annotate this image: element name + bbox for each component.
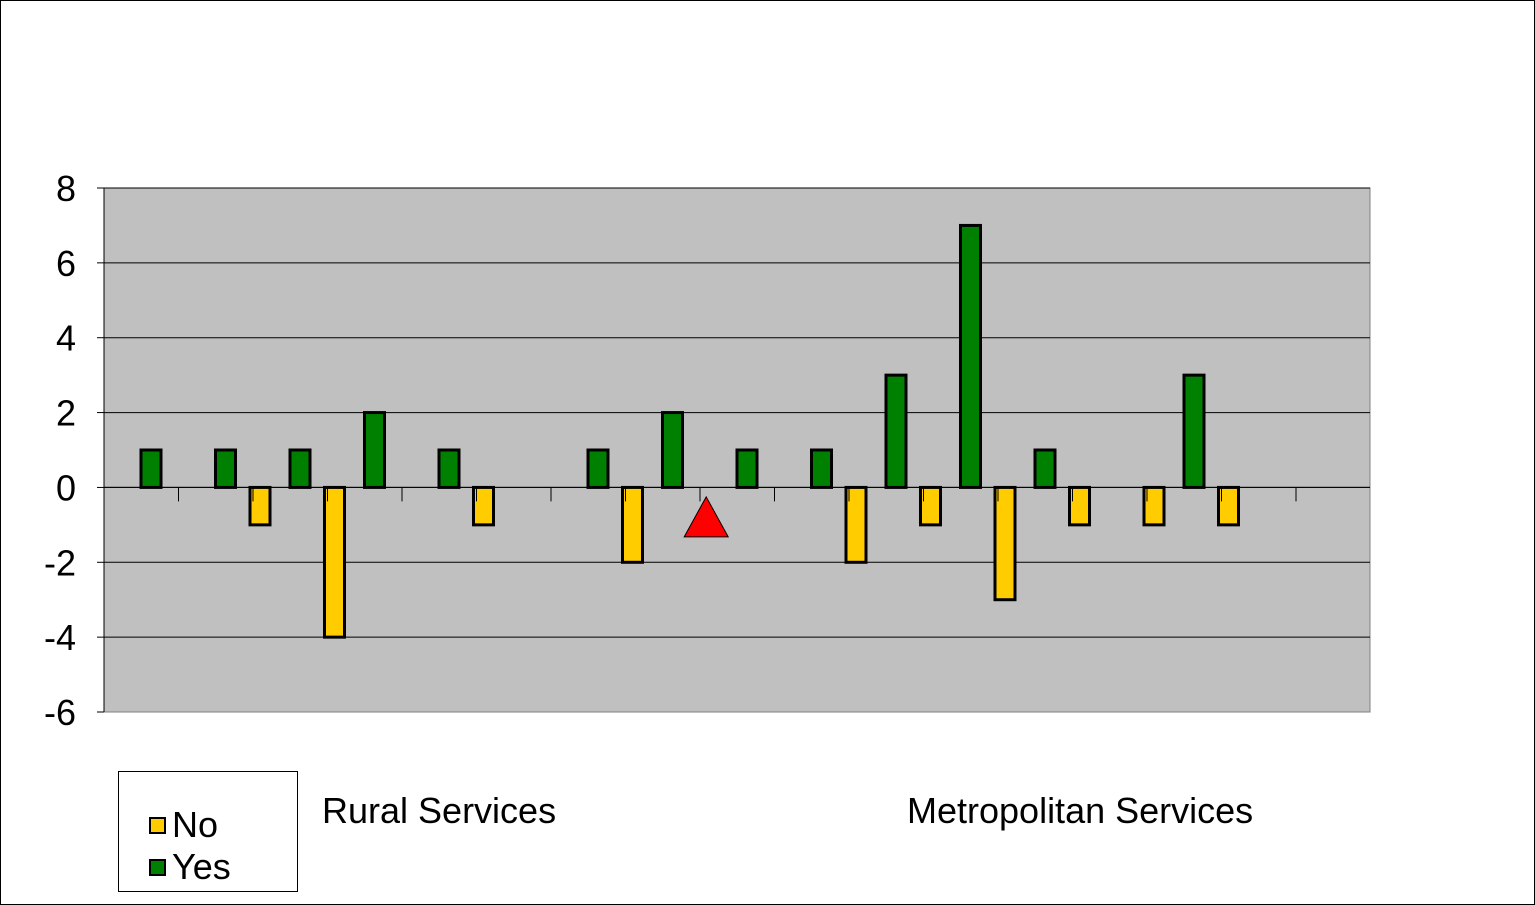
legend-swatch-no — [149, 817, 166, 834]
bar-yes — [661, 411, 684, 489]
bar-yes — [437, 448, 461, 489]
y-tick-label: 6 — [56, 243, 76, 284]
bar-yes — [363, 411, 386, 489]
axes — [97, 187, 1370, 713]
legend-label-yes: Yes — [172, 846, 231, 887]
bar-yes — [735, 448, 759, 489]
y-tick-labels: 8 6 4 2 0 -2 -4 -6 — [44, 168, 76, 733]
y-tick-label: 4 — [56, 318, 76, 359]
bar-no — [323, 485, 346, 639]
group-label-rural: Rural Services — [322, 790, 557, 831]
legend-swatch-yes — [149, 859, 166, 876]
bar-no — [993, 485, 1017, 602]
y-tick-label: 2 — [56, 393, 76, 434]
bar-yes — [959, 223, 982, 489]
legend-label-no: No — [172, 804, 219, 845]
y-tick-label: -6 — [44, 692, 76, 733]
y-tick-label: 8 — [56, 168, 76, 209]
bar-yes — [214, 448, 237, 489]
bars — [139, 223, 1240, 639]
bar-yes — [1033, 448, 1057, 489]
markers — [683, 495, 730, 538]
bar-yes — [1182, 373, 1206, 489]
bar-yes — [139, 448, 163, 489]
y-tick-label: -4 — [44, 617, 76, 658]
bar-yes — [810, 448, 833, 489]
y-tick-label: 0 — [56, 467, 76, 508]
marker-triangle — [683, 495, 730, 538]
y-tick-label: -2 — [44, 542, 76, 583]
bar-yes — [586, 448, 610, 489]
bar-yes — [884, 373, 908, 489]
bar-yes — [288, 448, 312, 489]
group-label-metropolitan: Metropolitan Services — [907, 790, 1254, 831]
legend: No Yes — [118, 771, 298, 892]
